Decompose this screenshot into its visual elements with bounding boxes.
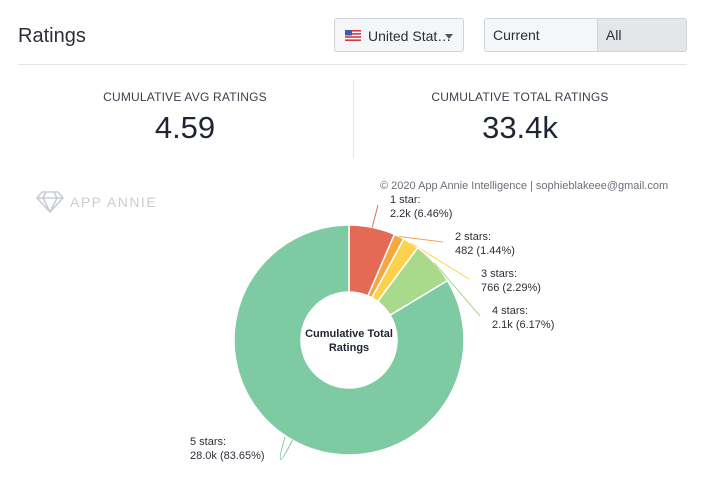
slice-label-value-5: 28.0k (83.65%) bbox=[190, 450, 265, 462]
slice-label-name-4: 4 stars: bbox=[492, 305, 528, 317]
slice-label-name-1: 1 star: bbox=[390, 194, 421, 206]
slice-connector-4 bbox=[433, 262, 481, 317]
slice-connector-2 bbox=[399, 236, 444, 243]
app-annie-watermark: APP ANNIE bbox=[36, 190, 157, 214]
donut-center-title-line-2: Ratings bbox=[329, 342, 369, 354]
total-ratings-value: 33.4k bbox=[482, 110, 558, 145]
header-divider bbox=[18, 64, 687, 65]
slice-label-value-4: 2.1k (6.17%) bbox=[492, 319, 554, 331]
avg-ratings-label: CUMULATIVE AVG RATINGS bbox=[103, 90, 267, 104]
slice-connector-1 bbox=[371, 204, 379, 228]
version-toggle: Current Version All Versions bbox=[484, 18, 687, 52]
current-version-button[interactable]: Current Version bbox=[485, 19, 597, 51]
watermark-text: APP ANNIE bbox=[70, 194, 158, 210]
slice-connector-5 bbox=[279, 436, 293, 460]
chevron-down-icon bbox=[445, 34, 453, 39]
ratings-header: Ratings United Stat… Current Version All… bbox=[18, 16, 687, 56]
avg-ratings-value: 4.59 bbox=[154, 110, 216, 145]
stats-divider bbox=[353, 80, 354, 158]
diamond-logo-icon bbox=[36, 191, 64, 213]
all-versions-button[interactable]: All Versions bbox=[596, 19, 686, 51]
donut-center-title-line-1: Cumulative Total bbox=[305, 328, 393, 340]
donut-slice-5[interactable] bbox=[233, 224, 465, 456]
slice-label-name-2: 2 stars: bbox=[455, 231, 491, 243]
us-flag-icon bbox=[345, 30, 361, 41]
page-title: Ratings bbox=[18, 25, 86, 47]
copyright-text: © 2020 App Annie Intelligence | sophiebl… bbox=[380, 180, 669, 192]
country-select[interactable]: United Stat… bbox=[334, 18, 464, 52]
avg-ratings-stat: CUMULATIVE AVG RATINGS 4.59 bbox=[25, 90, 345, 146]
slice-label-value-1: 2.2k (6.46%) bbox=[390, 208, 452, 220]
slice-label-name-3: 3 stars: bbox=[481, 268, 517, 280]
slice-label-value-3: 766 (2.29%) bbox=[481, 282, 541, 294]
total-ratings-stat: CUMULATIVE TOTAL RATINGS 33.4k bbox=[360, 90, 680, 146]
slice-label-name-5: 5 stars: bbox=[190, 436, 226, 448]
total-ratings-label: CUMULATIVE TOTAL RATINGS bbox=[431, 90, 609, 104]
country-select-label: United Stat… bbox=[368, 28, 452, 44]
slice-label-value-2: 482 (1.44%) bbox=[455, 245, 515, 257]
